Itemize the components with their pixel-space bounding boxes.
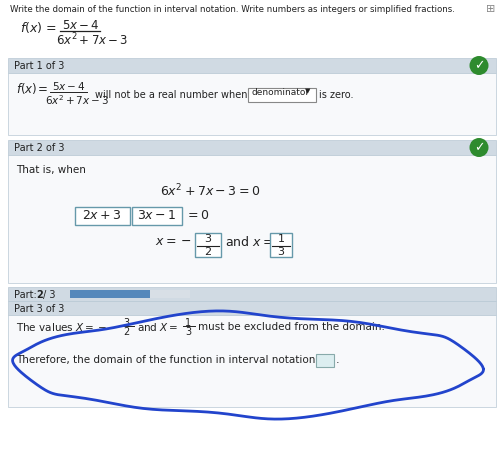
Text: $f(x)$: $f(x)$ bbox=[16, 81, 37, 96]
FancyBboxPatch shape bbox=[8, 301, 496, 315]
FancyBboxPatch shape bbox=[270, 233, 292, 257]
FancyBboxPatch shape bbox=[316, 354, 334, 367]
Text: Therefore, the domain of the function in interval notation is: Therefore, the domain of the function in… bbox=[16, 355, 327, 365]
Text: Write the domain of the function in interval notation. Write numbers as integers: Write the domain of the function in inte… bbox=[10, 5, 455, 14]
Text: 1: 1 bbox=[185, 318, 191, 328]
FancyBboxPatch shape bbox=[70, 290, 190, 298]
Text: $x = -$: $x = -$ bbox=[155, 235, 192, 248]
Circle shape bbox=[470, 138, 488, 157]
Text: $= 0$: $= 0$ bbox=[185, 209, 210, 222]
Text: Part 3 of 3: Part 3 of 3 bbox=[14, 304, 65, 314]
Text: $5x-4$: $5x-4$ bbox=[52, 80, 86, 92]
Text: ⊞: ⊞ bbox=[486, 4, 495, 14]
Text: 3: 3 bbox=[205, 234, 212, 244]
Text: Part 1 of 3: Part 1 of 3 bbox=[14, 61, 65, 71]
Text: $2x+3$: $2x+3$ bbox=[82, 209, 122, 222]
Text: 2: 2 bbox=[36, 290, 43, 300]
Text: That is, when: That is, when bbox=[16, 165, 86, 175]
Text: will not be a real number when the: will not be a real number when the bbox=[95, 90, 267, 100]
Circle shape bbox=[470, 56, 488, 75]
Text: ▼: ▼ bbox=[305, 88, 310, 94]
Text: and $x=$: and $x=$ bbox=[225, 235, 274, 249]
Text: $5x-4$: $5x-4$ bbox=[62, 19, 100, 32]
Text: $6x^2+7x-3 = 0$: $6x^2+7x-3 = 0$ bbox=[160, 183, 260, 199]
Text: ✓: ✓ bbox=[474, 141, 484, 154]
Text: .: . bbox=[336, 355, 340, 365]
Text: The values $X = -$: The values $X = -$ bbox=[16, 321, 107, 333]
FancyBboxPatch shape bbox=[8, 287, 496, 301]
Text: must be excluded from the domain.: must be excluded from the domain. bbox=[198, 322, 385, 332]
FancyBboxPatch shape bbox=[195, 233, 221, 257]
Text: $6x^2+7x-3$: $6x^2+7x-3$ bbox=[56, 32, 129, 49]
FancyBboxPatch shape bbox=[75, 207, 130, 225]
Text: 2: 2 bbox=[123, 327, 129, 337]
Text: 3: 3 bbox=[278, 247, 284, 257]
FancyBboxPatch shape bbox=[132, 207, 182, 225]
Text: 1: 1 bbox=[278, 234, 284, 244]
Text: $3x-1$: $3x-1$ bbox=[137, 209, 177, 222]
Text: $f(x)$: $f(x)$ bbox=[20, 20, 42, 35]
Text: =: = bbox=[46, 22, 56, 35]
Text: and $X = $: and $X = $ bbox=[137, 321, 178, 333]
Text: denominator: denominator bbox=[251, 88, 309, 97]
FancyBboxPatch shape bbox=[8, 73, 496, 135]
FancyBboxPatch shape bbox=[8, 140, 496, 155]
Text: 3: 3 bbox=[185, 327, 191, 337]
Text: Part:: Part: bbox=[14, 290, 40, 300]
Text: $6x^2+7x-3$: $6x^2+7x-3$ bbox=[45, 93, 109, 107]
Text: Part 2 of 3: Part 2 of 3 bbox=[14, 143, 65, 153]
Text: is zero.: is zero. bbox=[319, 90, 353, 100]
Text: 2: 2 bbox=[205, 247, 212, 257]
FancyBboxPatch shape bbox=[70, 290, 150, 298]
FancyBboxPatch shape bbox=[248, 88, 316, 102]
FancyBboxPatch shape bbox=[8, 58, 496, 73]
Text: / 3: / 3 bbox=[43, 290, 55, 300]
Text: 3: 3 bbox=[123, 318, 129, 328]
FancyBboxPatch shape bbox=[8, 155, 496, 283]
Text: ✓: ✓ bbox=[474, 59, 484, 72]
FancyBboxPatch shape bbox=[8, 315, 496, 407]
Text: =: = bbox=[38, 83, 48, 96]
